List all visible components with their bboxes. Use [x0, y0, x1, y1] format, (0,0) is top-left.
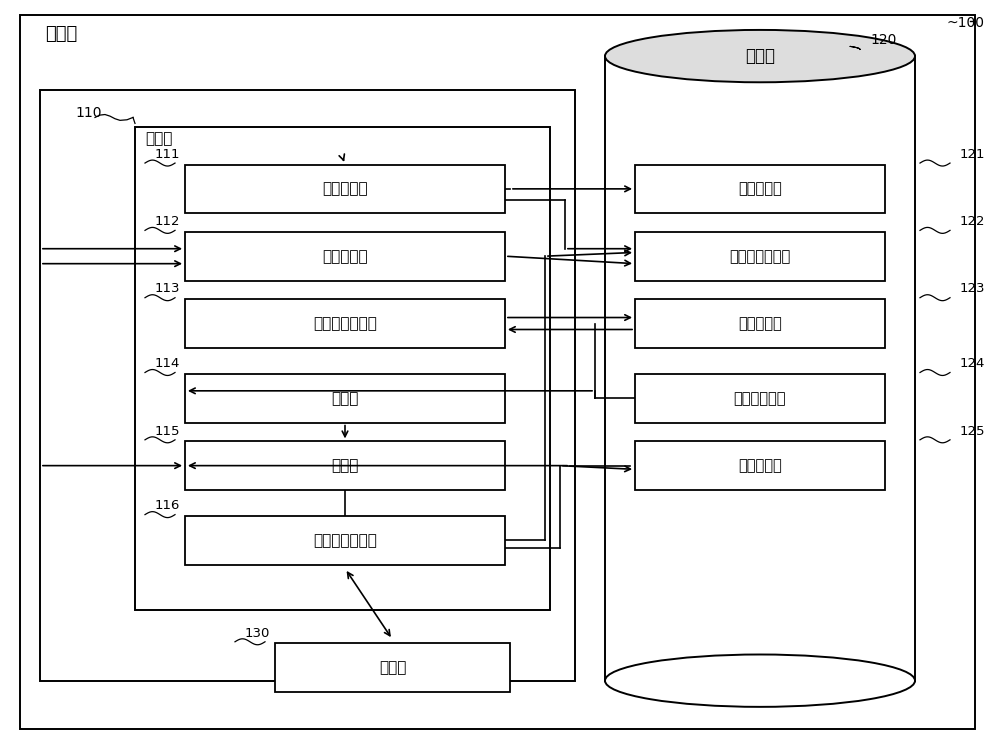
- Bar: [275, 643, 510, 692]
- Text: 130: 130: [245, 627, 270, 640]
- Text: 第二测量部: 第二测量部: [322, 248, 368, 264]
- Bar: [135, 127, 550, 610]
- Text: 111: 111: [154, 148, 180, 161]
- Text: 作业结果获取部: 作业结果获取部: [313, 533, 377, 548]
- Bar: [185, 165, 505, 213]
- Bar: [605, 56, 915, 681]
- Text: 分析数据生成部: 分析数据生成部: [313, 316, 377, 331]
- Bar: [40, 90, 575, 681]
- Text: 116: 116: [155, 500, 180, 512]
- Text: 识别器数据库: 识别器数据库: [734, 390, 786, 406]
- Bar: [635, 165, 885, 213]
- Text: 125: 125: [960, 425, 986, 438]
- Text: 113: 113: [154, 283, 180, 295]
- Bar: [635, 299, 885, 348]
- Text: 124: 124: [960, 358, 985, 370]
- Text: 122: 122: [960, 215, 986, 228]
- Bar: [635, 232, 885, 280]
- Bar: [185, 441, 505, 490]
- Text: 图像数据库: 图像数据库: [738, 181, 782, 197]
- Text: 第一测量部: 第一测量部: [322, 181, 368, 197]
- Text: 服务器: 服务器: [45, 25, 77, 43]
- Text: 114: 114: [155, 358, 180, 370]
- Text: 120: 120: [870, 33, 896, 47]
- Bar: [185, 374, 505, 423]
- Text: 123: 123: [960, 283, 986, 295]
- Text: 通信部: 通信部: [379, 660, 406, 675]
- Bar: [185, 232, 505, 280]
- Text: 比较部: 比较部: [331, 390, 359, 406]
- Text: 115: 115: [154, 425, 180, 438]
- Ellipse shape: [605, 30, 915, 82]
- Text: 110: 110: [75, 105, 102, 120]
- Text: 提示部: 提示部: [331, 458, 359, 473]
- Bar: [185, 299, 505, 348]
- Ellipse shape: [605, 654, 915, 707]
- Text: 121: 121: [960, 148, 986, 161]
- Text: 存储器: 存储器: [745, 47, 775, 65]
- Text: 112: 112: [154, 215, 180, 228]
- Bar: [635, 374, 885, 423]
- Text: 分析数据库: 分析数据库: [738, 316, 782, 331]
- Text: 作业履历数据库: 作业履历数据库: [729, 248, 791, 264]
- Text: 处理器: 处理器: [145, 131, 172, 146]
- Text: ~100: ~100: [947, 16, 985, 31]
- Text: 注释数据库: 注释数据库: [738, 458, 782, 473]
- Bar: [185, 516, 505, 565]
- Bar: [635, 441, 885, 490]
